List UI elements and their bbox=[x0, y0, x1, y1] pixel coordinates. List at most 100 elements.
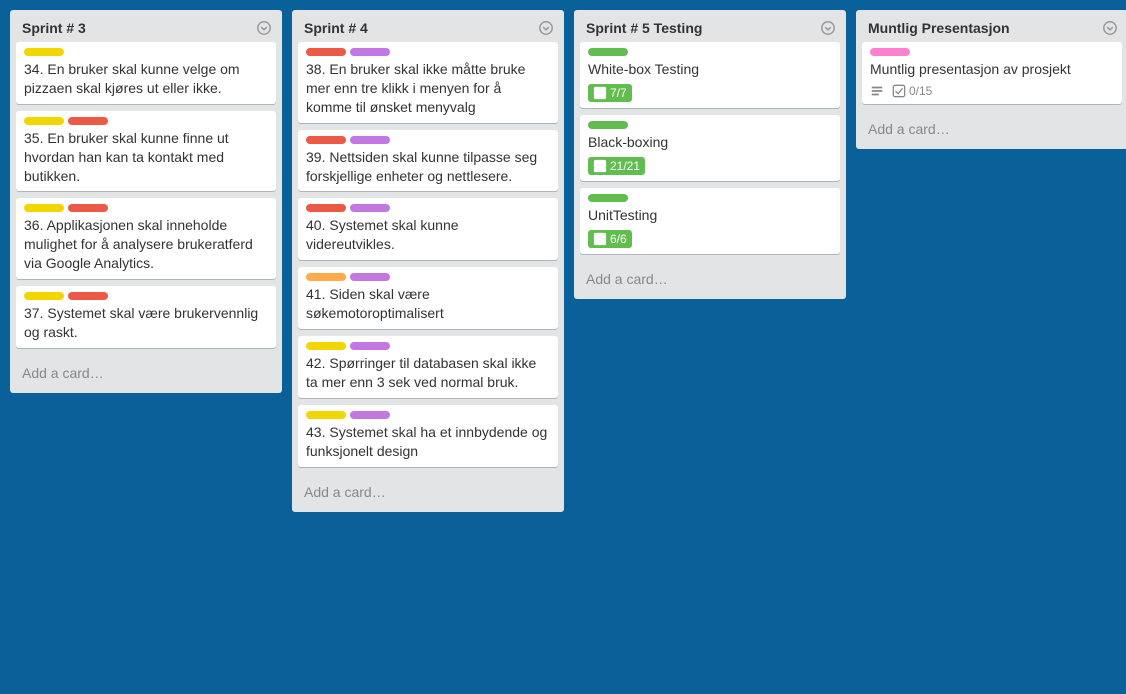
card-label[interactable] bbox=[306, 136, 346, 144]
list-title[interactable]: Sprint # 5 Testing bbox=[586, 20, 702, 36]
card-label[interactable] bbox=[24, 117, 64, 125]
checklist-badge: 21/21 bbox=[588, 157, 645, 175]
card[interactable]: 38. En bruker skal ikke måtte bruke mer … bbox=[298, 42, 558, 123]
card-labels bbox=[870, 48, 1114, 56]
checklist-count: 6/6 bbox=[610, 232, 627, 246]
card-text: 39. Nettsiden skal kunne tilpasse seg fo… bbox=[306, 148, 550, 186]
card-text: 38. En bruker skal ikke måtte bruke mer … bbox=[306, 60, 550, 117]
list-header: Sprint # 3 bbox=[10, 10, 282, 42]
card-label[interactable] bbox=[870, 48, 910, 56]
card-label[interactable] bbox=[306, 204, 346, 212]
card-labels bbox=[306, 411, 550, 419]
card-label[interactable] bbox=[24, 292, 64, 300]
card-labels bbox=[24, 292, 268, 300]
card-labels bbox=[588, 48, 832, 56]
list-title[interactable]: Muntlig Presentasjon bbox=[868, 20, 1010, 36]
card-badges: 21/21 bbox=[588, 157, 832, 175]
board-list: Sprint # 4 38. En bruker skal ikke måtte … bbox=[292, 10, 564, 512]
card-label[interactable] bbox=[24, 48, 64, 56]
card[interactable]: 41. Siden skal være søkemotoroptimaliser… bbox=[298, 267, 558, 329]
card-label[interactable] bbox=[306, 411, 346, 419]
add-card-button[interactable]: Add a card… bbox=[856, 111, 1126, 149]
card-label[interactable] bbox=[350, 204, 390, 212]
card-badges: 7/7 bbox=[588, 84, 832, 102]
checklist-badge: 6/6 bbox=[588, 230, 632, 248]
add-card-button[interactable]: Add a card… bbox=[10, 355, 282, 393]
card[interactable]: 34. En bruker skal kunne velge om pizzae… bbox=[16, 42, 276, 104]
card-text: Black-boxing bbox=[588, 133, 832, 152]
card-label[interactable] bbox=[24, 204, 64, 212]
card-text: 35. En bruker skal kunne finne ut hvorda… bbox=[24, 129, 268, 186]
card-text: 36. Applikasjonen skal inneholde mulighe… bbox=[24, 216, 268, 273]
card[interactable]: 40. Systemet skal kunne videreutvikles. bbox=[298, 198, 558, 260]
card-labels bbox=[306, 204, 550, 212]
checklist-count: 21/21 bbox=[610, 159, 640, 173]
card-labels bbox=[306, 273, 550, 281]
card-labels bbox=[588, 194, 832, 202]
list-menu-icon[interactable] bbox=[820, 20, 836, 36]
card-text: 37. Systemet skal være brukervennlig og … bbox=[24, 304, 268, 342]
list-header: Sprint # 5 Testing bbox=[574, 10, 846, 42]
card-text: 42. Spørringer til databasen skal ikke t… bbox=[306, 354, 550, 392]
card-label[interactable] bbox=[306, 342, 346, 350]
cards-container: 38. En bruker skal ikke måtte bruke mer … bbox=[292, 42, 564, 474]
card-label[interactable] bbox=[68, 204, 108, 212]
board-list: Sprint # 3 34. En bruker skal kunne velge… bbox=[10, 10, 282, 393]
card-label[interactable] bbox=[68, 117, 108, 125]
list-title[interactable]: Sprint # 4 bbox=[304, 20, 368, 36]
list-header: Sprint # 4 bbox=[292, 10, 564, 42]
card-text: 34. En bruker skal kunne velge om pizzae… bbox=[24, 60, 268, 98]
card[interactable]: Black-boxing 21/21 bbox=[580, 115, 840, 181]
card-label[interactable] bbox=[306, 273, 346, 281]
card-badges: 0/15 bbox=[870, 84, 1114, 98]
card-text: White-box Testing bbox=[588, 60, 832, 79]
card-label[interactable] bbox=[588, 194, 628, 202]
card[interactable]: 39. Nettsiden skal kunne tilpasse seg fo… bbox=[298, 130, 558, 192]
cards-container: White-box Testing 7/7 Black-boxing 21/21 Uni… bbox=[574, 42, 846, 261]
card-labels bbox=[24, 48, 268, 56]
card[interactable]: 37. Systemet skal være brukervennlig og … bbox=[16, 286, 276, 348]
card-label[interactable] bbox=[350, 411, 390, 419]
cards-container: 34. En bruker skal kunne velge om pizzae… bbox=[10, 42, 282, 355]
list-title[interactable]: Sprint # 3 bbox=[22, 20, 86, 36]
card-labels bbox=[306, 136, 550, 144]
card-label[interactable] bbox=[68, 292, 108, 300]
card-labels bbox=[306, 48, 550, 56]
checklist-badge: 0/15 bbox=[892, 84, 932, 98]
list-menu-icon[interactable] bbox=[1102, 20, 1118, 36]
card-label[interactable] bbox=[350, 48, 390, 56]
card[interactable]: Muntlig presentasjon av prosjekt 0/15 bbox=[862, 42, 1122, 104]
board-list: Sprint # 5 Testing White-box Testing 7/7 Bl… bbox=[574, 10, 846, 299]
card-text: Muntlig presentasjon av prosjekt bbox=[870, 60, 1114, 79]
checklist-badge: 7/7 bbox=[588, 84, 632, 102]
description-icon bbox=[870, 84, 884, 98]
list-header: Muntlig Presentasjon bbox=[856, 10, 1126, 42]
card-text: 40. Systemet skal kunne videreutvikles. bbox=[306, 216, 550, 254]
card[interactable]: 36. Applikasjonen skal inneholde mulighe… bbox=[16, 198, 276, 279]
list-menu-icon[interactable] bbox=[256, 20, 272, 36]
card[interactable]: 35. En bruker skal kunne finne ut hvorda… bbox=[16, 111, 276, 192]
card-label[interactable] bbox=[588, 121, 628, 129]
card[interactable]: 42. Spørringer til databasen skal ikke t… bbox=[298, 336, 558, 398]
add-card-button[interactable]: Add a card… bbox=[574, 261, 846, 299]
card[interactable]: 43. Systemet skal ha et innbydende og fu… bbox=[298, 405, 558, 467]
card[interactable]: UnitTesting6/6 bbox=[580, 188, 840, 254]
card-label[interactable] bbox=[350, 273, 390, 281]
card-label[interactable] bbox=[350, 136, 390, 144]
add-card-button[interactable]: Add a card… bbox=[292, 474, 564, 512]
card-text: 41. Siden skal være søkemotoroptimaliser… bbox=[306, 285, 550, 323]
card-label[interactable] bbox=[588, 48, 628, 56]
card-labels bbox=[588, 121, 832, 129]
list-menu-icon[interactable] bbox=[538, 20, 554, 36]
card-label[interactable] bbox=[306, 48, 346, 56]
card-badges: 6/6 bbox=[588, 230, 832, 248]
checklist-count: 7/7 bbox=[610, 86, 627, 100]
card-labels bbox=[24, 117, 268, 125]
card-labels bbox=[24, 204, 268, 212]
checklist-count: 0/15 bbox=[909, 84, 932, 98]
cards-container: Muntlig presentasjon av prosjekt 0/15 bbox=[856, 42, 1126, 111]
card-label[interactable] bbox=[350, 342, 390, 350]
card[interactable]: White-box Testing 7/7 bbox=[580, 42, 840, 108]
card-text: 43. Systemet skal ha et innbydende og fu… bbox=[306, 423, 550, 461]
card-labels bbox=[306, 342, 550, 350]
